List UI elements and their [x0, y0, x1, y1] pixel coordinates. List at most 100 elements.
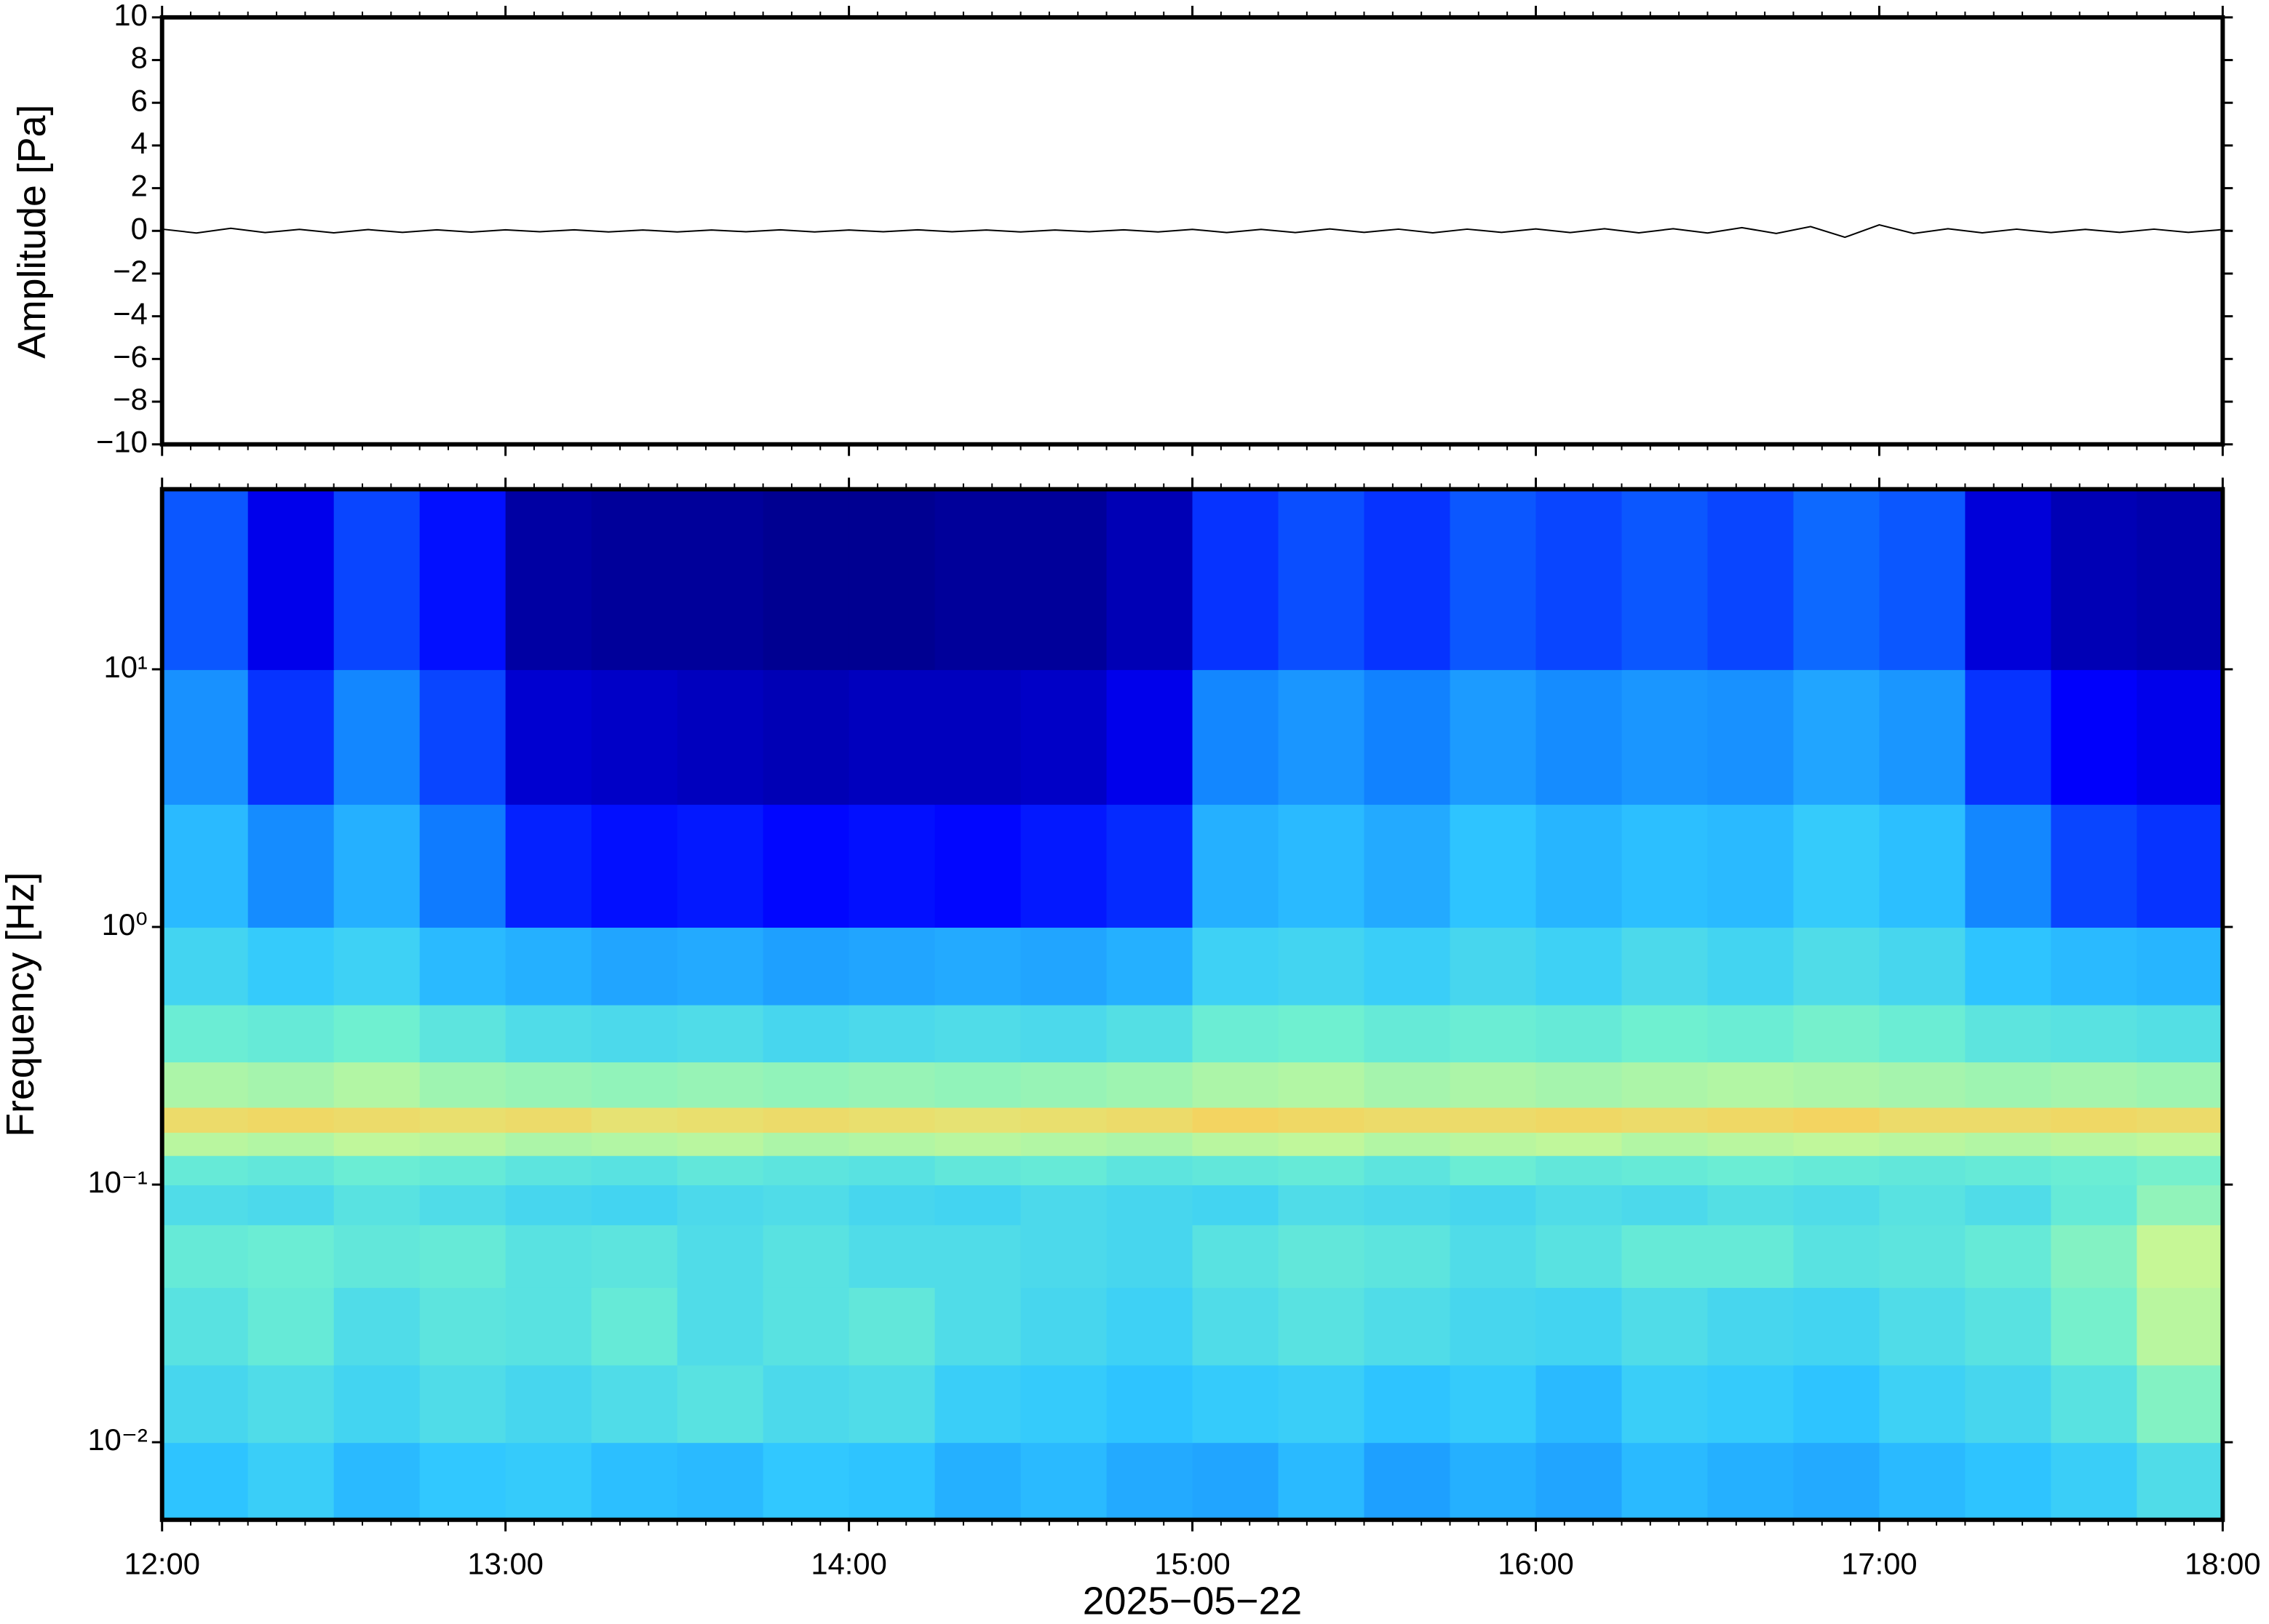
spectrogram-cell [1965, 1364, 2052, 1444]
x-tick-label: 14:00 [811, 1546, 886, 1580]
spectrogram-cell [247, 1004, 335, 1063]
spectrogram-cell [247, 669, 335, 805]
spectrogram-cell [934, 1364, 1022, 1444]
spectrogram-cell [1278, 1107, 1365, 1133]
spectrogram-cell [419, 1364, 506, 1444]
spectrogram-cell [591, 489, 678, 670]
spectrogram-cell [1621, 1185, 1709, 1225]
spectrogram-cell [1020, 1131, 1108, 1156]
spectrogram-cell [1364, 1224, 1451, 1288]
spectrogram-cell [162, 1004, 249, 1063]
spectrogram-cell [333, 669, 421, 805]
spectrogram-cell [1450, 1364, 1537, 1444]
spectrogram-cell [419, 669, 506, 805]
spectrogram-cell [1879, 1107, 1966, 1133]
spectrogram-cell [763, 1155, 850, 1186]
spectrogram-cell [1965, 1131, 2052, 1156]
spectrogram-cell [162, 1224, 249, 1288]
spectrogram-cell [591, 804, 678, 928]
spectrogram-cell [1965, 1185, 2052, 1225]
spectrogram-cell [1192, 804, 1279, 928]
y-tick-label: −6 [113, 339, 148, 373]
spectrogram-cell [419, 1224, 506, 1288]
spectrogram-cell [1965, 1224, 2052, 1288]
spectrogram-cell [2137, 804, 2224, 928]
spectrogram-cell [591, 1286, 678, 1366]
spectrogram-cell [1535, 1062, 1623, 1108]
spectrogram-cell [1020, 1185, 1108, 1225]
spectrogram-cell [1535, 804, 1623, 928]
spectrogram-cell [162, 1185, 249, 1225]
spectrogram-cell [2137, 1131, 2224, 1156]
spectrogram-cell [1020, 1286, 1108, 1366]
spectrogram-cell [333, 1107, 421, 1133]
spectrogram-cell [333, 926, 421, 1006]
spectrogram-cell [1364, 1364, 1451, 1444]
spectrogram-cell [505, 1107, 592, 1133]
spectrogram-cell [1879, 1442, 1966, 1521]
spectrogram-cell [247, 1364, 335, 1444]
spectrogram-cell [1020, 1155, 1108, 1186]
spectrogram-cell [763, 1131, 850, 1156]
spectrogram-cell [1707, 1364, 1795, 1444]
spectrogram-cell [162, 669, 249, 805]
spectrogram-cell [333, 1364, 421, 1444]
spectrogram-cell [1278, 1286, 1365, 1366]
spectrogram-cell [2137, 926, 2224, 1006]
spectrogram-cell [419, 489, 506, 670]
spectrogram-cell [849, 1286, 936, 1366]
spectrogram-cell [1793, 1155, 1880, 1186]
spectrogram-cell [934, 1131, 1022, 1156]
y-tick-label: −2 [113, 254, 148, 288]
spectrogram-cell [2051, 1004, 2138, 1063]
spectrogram-cell [763, 1185, 850, 1225]
spectrogram-cell [162, 1364, 249, 1444]
spectrogram-cell [419, 926, 506, 1006]
spectrogram-cell [1192, 669, 1279, 805]
spectrogram-cell [1621, 1131, 1709, 1156]
spectrogram-cell [1965, 669, 2052, 805]
spectrogram-cell [1364, 1286, 1451, 1366]
y-tick-label: 4 [131, 126, 148, 160]
spectrogram-cell [1106, 1062, 1193, 1108]
spectrogram-cell [1020, 1224, 1108, 1288]
spectrogram-cell [1106, 804, 1193, 928]
spectrogram-cell [247, 1131, 335, 1156]
spectrogram-cell [849, 1131, 936, 1156]
spectrogram-cell [333, 1442, 421, 1521]
spectrogram-cell [1793, 1107, 1880, 1133]
spectrogram-cell [2051, 1131, 2138, 1156]
spectrogram-cell [419, 1004, 506, 1063]
spectrogram-cell [1364, 1155, 1451, 1186]
spectrogram-cell [247, 1185, 335, 1225]
spectrogram-cell [505, 926, 592, 1006]
x-tick-label: 18:00 [2185, 1546, 2260, 1580]
spectrogram-cell [1450, 1107, 1537, 1133]
spectrogram-cell [1621, 669, 1709, 805]
spectrogram-cell [591, 1004, 678, 1063]
spectrogram-cell [1965, 1286, 2052, 1366]
spectrogram-cell [677, 804, 764, 928]
spectrogram-cells [162, 489, 2224, 1521]
spectrogram-cell [934, 1062, 1022, 1108]
spectrogram-cell [1965, 1442, 2052, 1521]
spectrogram-cell [419, 1131, 506, 1156]
spectrogram-cell [1793, 1224, 1880, 1288]
spectrogram-cell [1793, 1062, 1880, 1108]
spectrogram-cell [1106, 489, 1193, 670]
spectrogram-cell [162, 926, 249, 1006]
spectrogram-cell [333, 1131, 421, 1156]
spectrogram-cell [1192, 1224, 1279, 1288]
spectrogram-cell [677, 1364, 764, 1444]
spectrogram-cell [1621, 926, 1709, 1006]
spectrogram-cell [1879, 1185, 1966, 1225]
spectrogram-cell [1364, 1062, 1451, 1108]
y-tick-label: 10⁰ [102, 907, 148, 942]
spectrogram-cell [333, 1155, 421, 1186]
spectrogram-cell [591, 1155, 678, 1186]
spectrogram-cell [1450, 1442, 1537, 1521]
spectrogram-cell [1879, 1286, 1966, 1366]
spectrogram-cell [849, 669, 936, 805]
spectrogram-cell [763, 1004, 850, 1063]
spectrogram-cell [1106, 1442, 1193, 1521]
